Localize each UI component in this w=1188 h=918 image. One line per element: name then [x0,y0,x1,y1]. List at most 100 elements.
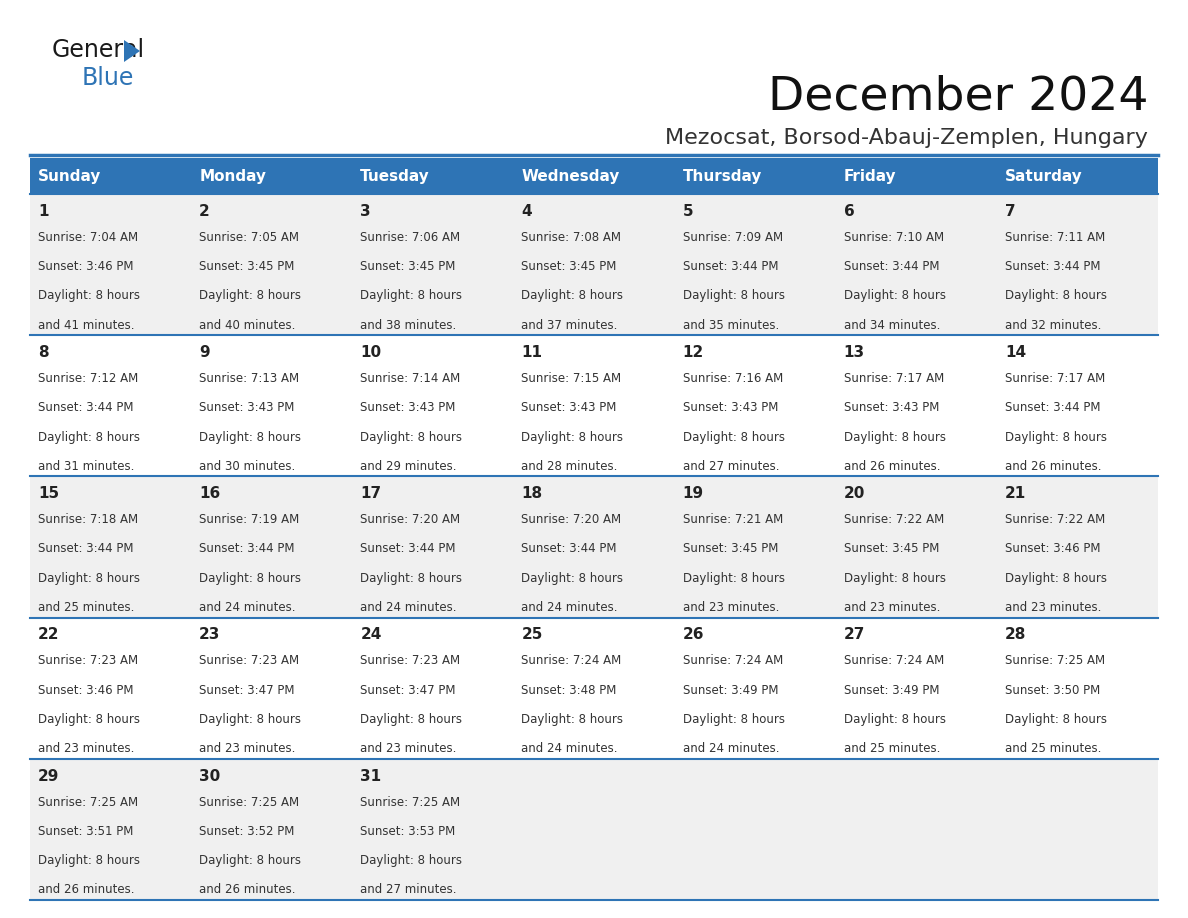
Text: Daylight: 8 hours: Daylight: 8 hours [1005,572,1107,585]
Bar [835,194,997,335]
Text: Sunset: 3:44 PM: Sunset: 3:44 PM [360,543,456,555]
Bar [30,476,191,618]
Text: 17: 17 [360,487,381,501]
Text: and 37 minutes.: and 37 minutes. [522,319,618,331]
Text: 5: 5 [683,204,694,218]
Text: and 26 minutes.: and 26 minutes. [38,883,134,897]
Text: and 27 minutes.: and 27 minutes. [360,883,457,897]
Text: Daylight: 8 hours: Daylight: 8 hours [843,572,946,585]
Text: Sunrise: 7:25 AM: Sunrise: 7:25 AM [200,796,299,809]
Bar [191,335,353,476]
Text: and 26 minutes.: and 26 minutes. [1005,460,1101,473]
Text: Mezocsat, Borsod-Abauj-Zemplen, Hungary: Mezocsat, Borsod-Abauj-Zemplen, Hungary [665,128,1148,148]
Text: Daylight: 8 hours: Daylight: 8 hours [360,572,462,585]
Text: 3: 3 [360,204,371,218]
Text: 19: 19 [683,487,703,501]
Text: Sunrise: 7:08 AM: Sunrise: 7:08 AM [522,230,621,243]
Text: 21: 21 [1005,487,1026,501]
Bar [191,476,353,618]
Bar [513,158,675,194]
Text: Sunrise: 7:25 AM: Sunrise: 7:25 AM [1005,655,1105,667]
Text: 22: 22 [38,628,59,643]
Bar [30,618,191,759]
Text: Daylight: 8 hours: Daylight: 8 hours [843,289,946,302]
Bar [353,759,513,900]
Text: 7: 7 [1005,204,1016,218]
Text: 20: 20 [843,487,865,501]
Text: Tuesday: Tuesday [360,169,430,184]
Text: Sunset: 3:43 PM: Sunset: 3:43 PM [360,401,456,414]
Bar [675,759,835,900]
Text: Monday: Monday [200,169,266,184]
Text: and 38 minutes.: and 38 minutes. [360,319,456,331]
Text: Sunset: 3:46 PM: Sunset: 3:46 PM [38,260,133,273]
Bar [997,618,1158,759]
Text: Sunrise: 7:23 AM: Sunrise: 7:23 AM [360,655,461,667]
Text: Sunrise: 7:12 AM: Sunrise: 7:12 AM [38,372,138,385]
Text: and 26 minutes.: and 26 minutes. [843,460,940,473]
Text: and 31 minutes.: and 31 minutes. [38,460,134,473]
Text: Daylight: 8 hours: Daylight: 8 hours [200,431,302,443]
Text: Daylight: 8 hours: Daylight: 8 hours [38,854,140,868]
Text: Daylight: 8 hours: Daylight: 8 hours [360,854,462,868]
Text: Daylight: 8 hours: Daylight: 8 hours [1005,289,1107,302]
Text: Daylight: 8 hours: Daylight: 8 hours [683,289,784,302]
Text: and 25 minutes.: and 25 minutes. [1005,743,1101,756]
Text: 28: 28 [1005,628,1026,643]
Bar [30,335,191,476]
Bar [513,335,675,476]
Text: Daylight: 8 hours: Daylight: 8 hours [200,854,302,868]
Text: 6: 6 [843,204,854,218]
Text: 27: 27 [843,628,865,643]
Text: 12: 12 [683,345,703,360]
Text: Sunrise: 7:17 AM: Sunrise: 7:17 AM [1005,372,1105,385]
Text: and 23 minutes.: and 23 minutes. [200,743,296,756]
Bar [30,158,191,194]
Text: and 40 minutes.: and 40 minutes. [200,319,296,331]
Bar [513,759,675,900]
Bar [30,759,191,900]
Bar [191,158,353,194]
Text: Sunset: 3:49 PM: Sunset: 3:49 PM [683,684,778,697]
Text: Sunrise: 7:25 AM: Sunrise: 7:25 AM [38,796,138,809]
Text: and 23 minutes.: and 23 minutes. [683,601,779,614]
Text: 18: 18 [522,487,543,501]
Text: and 27 minutes.: and 27 minutes. [683,460,779,473]
Text: Sunrise: 7:21 AM: Sunrise: 7:21 AM [683,513,783,526]
Bar [835,476,997,618]
Bar [835,618,997,759]
Text: Sunset: 3:44 PM: Sunset: 3:44 PM [843,260,940,273]
Text: and 24 minutes.: and 24 minutes. [360,601,457,614]
Text: and 23 minutes.: and 23 minutes. [1005,601,1101,614]
Text: Sunrise: 7:05 AM: Sunrise: 7:05 AM [200,230,299,243]
Bar [997,194,1158,335]
Text: Daylight: 8 hours: Daylight: 8 hours [683,572,784,585]
Bar [835,759,997,900]
Bar [513,618,675,759]
Text: Sunset: 3:46 PM: Sunset: 3:46 PM [1005,543,1100,555]
Text: Sunset: 3:44 PM: Sunset: 3:44 PM [1005,260,1100,273]
Text: Daylight: 8 hours: Daylight: 8 hours [200,713,302,726]
Text: 14: 14 [1005,345,1026,360]
Text: Sunrise: 7:22 AM: Sunrise: 7:22 AM [843,513,944,526]
Text: Sunset: 3:44 PM: Sunset: 3:44 PM [683,260,778,273]
Text: General: General [52,38,145,62]
Text: 9: 9 [200,345,210,360]
Text: Friday: Friday [843,169,897,184]
Text: and 24 minutes.: and 24 minutes. [683,743,779,756]
Text: Daylight: 8 hours: Daylight: 8 hours [38,572,140,585]
Text: Sunset: 3:50 PM: Sunset: 3:50 PM [1005,684,1100,697]
Text: Daylight: 8 hours: Daylight: 8 hours [522,713,624,726]
Bar [997,759,1158,900]
Bar [997,476,1158,618]
Text: Sunset: 3:44 PM: Sunset: 3:44 PM [38,543,133,555]
Text: Daylight: 8 hours: Daylight: 8 hours [1005,713,1107,726]
Text: Sunset: 3:53 PM: Sunset: 3:53 PM [360,825,455,838]
Text: Sunset: 3:44 PM: Sunset: 3:44 PM [522,543,617,555]
Text: Sunset: 3:47 PM: Sunset: 3:47 PM [360,684,456,697]
Bar [835,158,997,194]
Text: and 26 minutes.: and 26 minutes. [200,883,296,897]
Text: 24: 24 [360,628,381,643]
Text: Daylight: 8 hours: Daylight: 8 hours [522,431,624,443]
Text: Daylight: 8 hours: Daylight: 8 hours [522,572,624,585]
